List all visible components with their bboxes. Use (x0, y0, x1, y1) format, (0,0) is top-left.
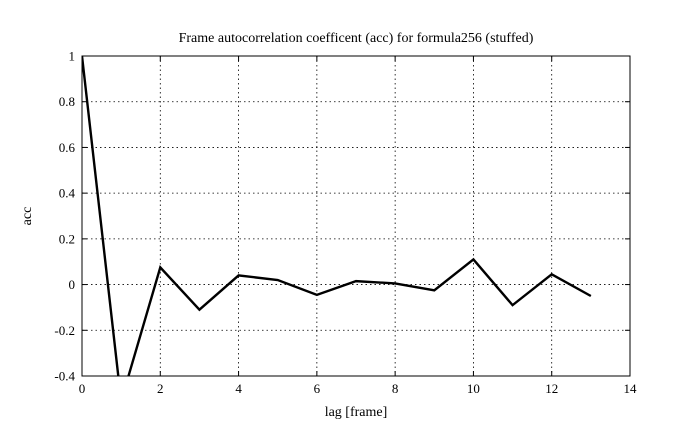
x-tick-label: 6 (314, 381, 321, 396)
grid (82, 56, 630, 376)
y-tick-label: 0.2 (59, 231, 75, 246)
y-tick-label: -0.4 (54, 369, 75, 384)
y-axis-label: acc (20, 207, 35, 226)
x-axis-label: lag [frame] (325, 405, 388, 420)
y-tick-label: 0 (69, 277, 76, 292)
y-tick-label: 0.6 (59, 140, 76, 155)
series-group (82, 56, 592, 376)
chart-title: Frame autocorrelation coefficent (acc) f… (179, 31, 534, 46)
y-tick-label: 0.4 (59, 186, 76, 201)
y-tick-label: 0.8 (59, 94, 75, 109)
x-tick-label: 4 (235, 381, 242, 396)
series-line (82, 56, 592, 376)
x-tick-label: 0 (79, 381, 86, 396)
y-tick-label: 1 (69, 49, 76, 64)
x-tick-label: 10 (467, 381, 480, 396)
ticks: 0 2 4 6 8 10 12 14 -0.4 -0.2 0 0.2 0.4 0.6 0.8 1 (54, 49, 637, 397)
x-tick-label: 14 (624, 381, 638, 396)
x-tick-label: 8 (392, 381, 399, 396)
x-tick-label: 2 (157, 381, 164, 396)
y-tick-label: -0.2 (54, 323, 75, 338)
plot-frame (81, 55, 631, 377)
x-tick-label: 12 (545, 381, 558, 396)
